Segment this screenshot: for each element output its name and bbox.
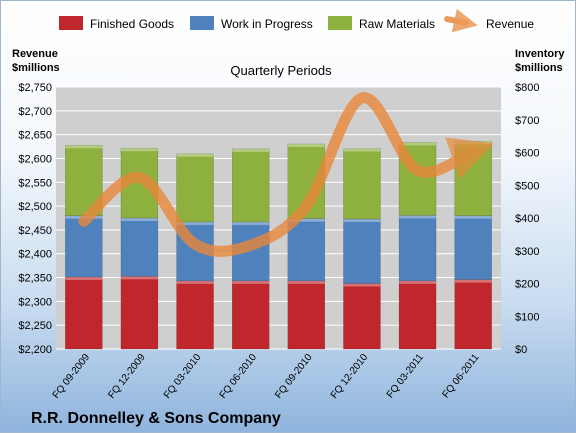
left-tick-label: $2,600: [18, 153, 52, 165]
bar-work-in-progress: [287, 218, 326, 282]
x-tick-label: FQ 06-2010: [218, 352, 260, 401]
x-tick-label: FQ 12-2009: [106, 352, 148, 401]
legend: Finished Goods Work in Progress Raw Mate…: [59, 8, 534, 33]
left-tick-label: $2,450: [18, 225, 52, 237]
left-tick-label: $2,350: [18, 273, 52, 285]
bar-cap-finished-goods: [343, 283, 381, 287]
legend-label-work-in-progress: Work in Progress: [221, 17, 313, 31]
left-tick-label: $2,550: [18, 177, 52, 189]
bar-cap-finished-goods: [287, 280, 325, 284]
left-tick-label: $2,200: [18, 344, 52, 356]
left-tick-label: $2,750: [18, 82, 52, 94]
right-tick-label: $200: [515, 279, 539, 291]
bar-finished-goods: [176, 280, 214, 350]
bar-cap-raw-materials: [399, 142, 437, 146]
bar-cap-raw-materials: [120, 148, 158, 152]
right-tick-label: $400: [515, 213, 539, 225]
right-tick-label: $800: [515, 82, 539, 94]
bar-work-in-progress: [398, 215, 437, 282]
right-tick-label: $0: [515, 344, 527, 356]
left-tick-label: $2,650: [18, 130, 52, 142]
left-tick-label: $2,300: [18, 296, 52, 308]
left-axis-title-line2: $millions: [12, 62, 60, 74]
bar-finished-goods: [398, 280, 437, 350]
bar-cap-work-in-progress: [232, 221, 270, 225]
x-tick-label: FQ 06-2011: [440, 352, 481, 401]
bar-finished-goods: [231, 280, 270, 350]
legend-label-raw-materials: Raw Materials: [359, 17, 435, 31]
legend-swatch-revenue: [444, 8, 478, 33]
left-axis-ticks: $2,200 $2,250 $2,300 $2,350 $2,400 $2,450 $2,5…: [18, 82, 52, 356]
x-tick-label: FQ 03-2010: [162, 352, 204, 401]
bar-raw-materials: [343, 148, 381, 220]
bar-finished-goods: [343, 283, 381, 350]
right-axis-title-line2: $millions: [515, 62, 563, 74]
x-tick-label: FQ 12-2010: [329, 352, 371, 401]
right-axis-title-line1: Inventory: [515, 48, 565, 60]
bar-cap-finished-goods: [454, 279, 492, 283]
bar-raw-materials: [231, 148, 270, 223]
left-tick-label: $2,700: [18, 106, 52, 118]
bar-raw-materials: [176, 153, 214, 223]
bar-cap-work-in-progress: [454, 215, 492, 219]
revenue-line: [78, 92, 494, 257]
bar-cap-raw-materials: [287, 143, 325, 147]
bar-cap-work-in-progress: [399, 215, 437, 219]
bar-cap-finished-goods: [120, 276, 158, 280]
legend-label-finished-goods: Finished Goods: [90, 17, 174, 31]
left-tick-label: $2,400: [18, 249, 52, 261]
company-name: R.R. Donnelley & Sons Company: [31, 410, 281, 427]
bar-cap-finished-goods: [176, 280, 214, 284]
right-tick-label: $300: [515, 246, 539, 258]
x-axis-ticks: FQ 09-2009 FQ 12-2009 FQ 03-2010 FQ 06-2010…: [51, 352, 482, 401]
bar-finished-goods: [65, 276, 103, 350]
bar-finished-goods: [454, 279, 492, 350]
x-tick-label: FQ 03-2011: [385, 352, 426, 401]
left-tick-label: $2,250: [18, 320, 52, 332]
bar-work-in-progress: [120, 217, 159, 277]
bar-work-in-progress: [454, 215, 492, 280]
bar-cap-raw-materials: [65, 145, 103, 149]
bar-cap-work-in-progress: [287, 218, 325, 222]
right-tick-label: $100: [515, 311, 539, 323]
bar-finished-goods: [287, 280, 326, 350]
right-tick-label: $700: [515, 115, 539, 127]
bar-cap-raw-materials: [454, 141, 492, 145]
bar-cap-work-in-progress: [343, 218, 381, 222]
x-tick-label: FQ 09-2009: [51, 352, 93, 401]
legend-swatch-finished-goods: [59, 16, 83, 30]
legend-swatch-work-in-progress: [190, 16, 214, 30]
bar-cap-work-in-progress: [176, 221, 214, 225]
bar-cap-finished-goods: [399, 280, 437, 284]
right-tick-label: $500: [515, 180, 539, 192]
bar-finished-goods: [120, 276, 159, 350]
chart-subtitle: Quarterly Periods: [230, 63, 332, 78]
right-tick-label: $600: [515, 148, 539, 160]
bar-cap-finished-goods: [232, 280, 270, 284]
right-axis-ticks: $0 $100 $200 $300 $400 $500 $600 $700 $800: [515, 82, 539, 356]
bar-cap-raw-materials: [343, 148, 381, 152]
left-axis-title-line1: Revenue: [12, 48, 58, 60]
bar-cap-work-in-progress: [120, 218, 158, 221]
legend-swatch-raw-materials: [328, 16, 352, 30]
legend-label-revenue: Revenue: [486, 17, 534, 31]
x-tick-label: FQ 09-2010: [273, 352, 315, 401]
revenue-line-group: [78, 92, 494, 257]
left-tick-label: $2,500: [18, 201, 52, 213]
bar-cap-finished-goods: [65, 276, 103, 280]
bar-work-in-progress: [343, 218, 381, 284]
bar-cap-raw-materials: [176, 153, 214, 157]
bar-cap-raw-materials: [232, 148, 270, 152]
